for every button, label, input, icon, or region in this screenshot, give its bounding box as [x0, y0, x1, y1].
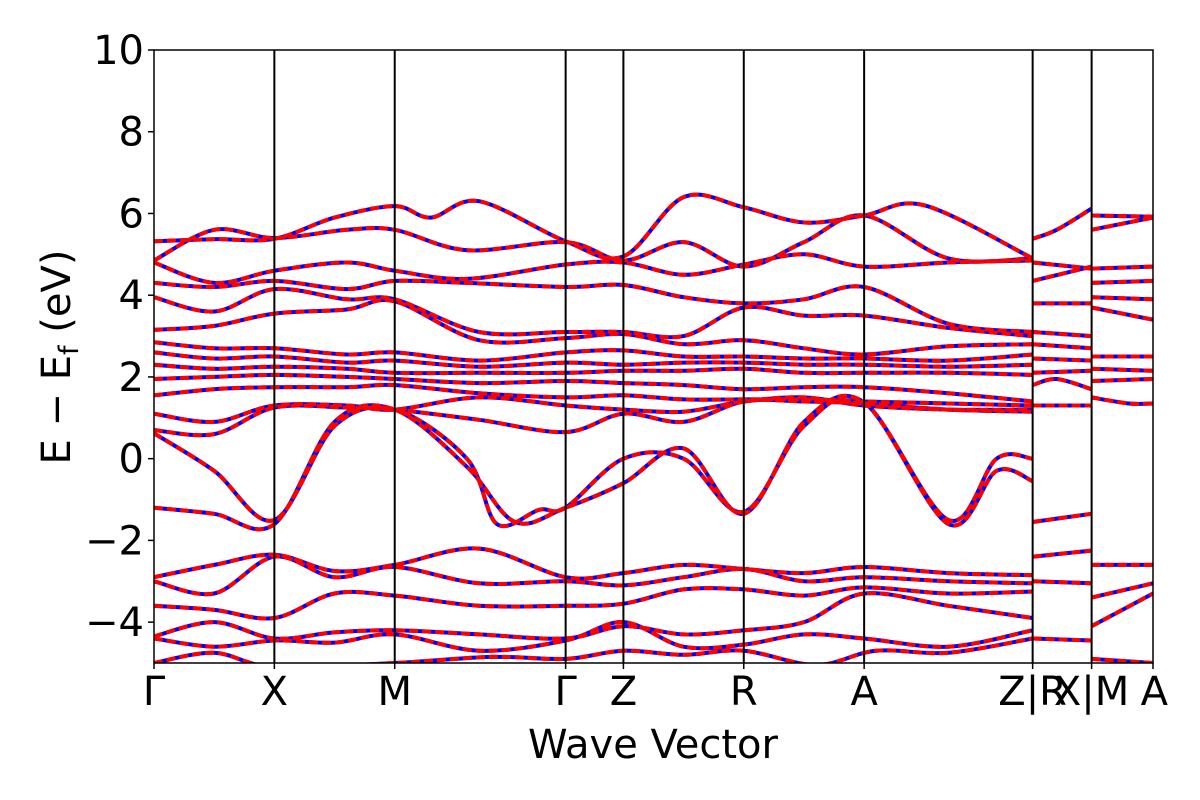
x-tick-label-9: A	[1141, 669, 1169, 715]
y-axis-ticks: −4 −2 0 2 4 6 8 10	[85, 28, 154, 646]
band-line-red-40	[1091, 305, 1153, 322]
y-tick-label-2: 0	[119, 437, 144, 483]
x-tick-label-1: X	[261, 669, 288, 715]
y-axis-label: E − Ef (eV)	[34, 250, 85, 465]
band-line-red-10	[154, 382, 1033, 408]
band-line-red-5	[154, 298, 1033, 357]
y-axis-label-prefix: E − E	[34, 355, 80, 465]
x-axis-label: Wave Vector	[528, 722, 779, 768]
band-line-red-43	[1091, 377, 1153, 383]
band-line-blue-1	[154, 213, 1033, 269]
y-tick-label-7: 10	[93, 28, 144, 74]
y-axis-label-suffix: (eV)	[34, 250, 80, 346]
y-axis-label-subscript: f	[54, 344, 85, 355]
band-line-blue-19	[154, 620, 1033, 653]
y-tick-label-0: −4	[85, 600, 144, 646]
band-line-red-46	[1091, 581, 1153, 600]
x-axis-ticks: Γ X M Γ Z R A Z|RX|M A	[143, 663, 1169, 715]
y-tick-label-6: 8	[119, 110, 144, 156]
y-tick-label-3: 2	[119, 355, 144, 401]
band-line-red-36	[1091, 215, 1153, 232]
x-tick-label-4: Z	[610, 669, 637, 715]
y-tick-label-5: 6	[119, 191, 144, 237]
band-line-red-14	[154, 393, 1033, 532]
band-line-red-32	[1032, 548, 1092, 559]
band-line-red-38	[1091, 278, 1153, 285]
band-line-red-25	[1032, 330, 1092, 339]
band-line-red-26	[1032, 342, 1092, 351]
band-line-red-44	[1091, 395, 1153, 406]
band-line-red-21	[1031, 206, 1093, 241]
band-line-red-19	[154, 620, 1033, 653]
band-line-red-34	[1032, 636, 1092, 643]
band-line-red-28	[1032, 368, 1092, 375]
band-line-red-23	[1032, 264, 1093, 283]
band-line-blue-15	[154, 546, 1033, 581]
band-line-red-33	[1032, 579, 1092, 586]
band-line-red-7	[154, 350, 1033, 369]
y-tick-label-1: −2	[85, 518, 144, 564]
x-tick-label-8: X|M	[1054, 669, 1129, 715]
band-line-red-37	[1091, 264, 1153, 271]
band-line-red-27	[1032, 356, 1092, 363]
band-line-red-29	[1032, 376, 1093, 392]
band-line-red-2	[154, 252, 1033, 285]
band-line-red-15	[154, 546, 1033, 581]
kpath-separators	[273, 50, 1093, 663]
band-line-red-0	[154, 192, 1034, 261]
band-line-red-12	[154, 397, 1033, 438]
x-tick-label-5: R	[730, 669, 758, 715]
x-tick-label-7: Z|R	[998, 669, 1067, 715]
x-tick-label-6: A	[850, 669, 878, 715]
plot-frame	[153, 49, 1154, 664]
band-line-red-1	[154, 213, 1033, 269]
band-line-red-17	[154, 585, 1033, 621]
y-tick-label-4: 4	[119, 273, 144, 319]
x-tick-label-0: Γ	[143, 669, 166, 715]
band-line-red-39	[1091, 295, 1153, 302]
band-line-red-42	[1091, 366, 1153, 373]
band-line-blue-5	[154, 298, 1033, 357]
band-line-red-47	[1090, 591, 1153, 628]
band-line-red-31	[1032, 511, 1092, 524]
x-tick-label-3: Γ	[554, 669, 577, 715]
x-tick-label-2: M	[377, 669, 412, 715]
band-line-red-6	[154, 340, 1033, 363]
